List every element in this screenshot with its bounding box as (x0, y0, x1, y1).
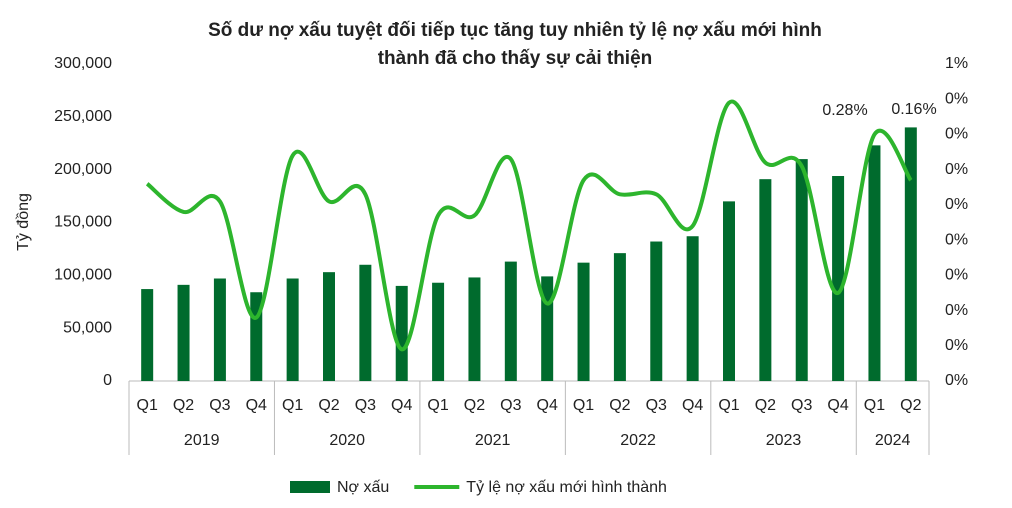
bar (650, 241, 663, 381)
bar (359, 264, 372, 381)
x-tick-label: Q2 (900, 397, 921, 414)
x-tick-label: Q4 (682, 397, 703, 414)
annotation: 0.28% (822, 102, 867, 119)
chart-title: Số dư nợ xấu tuyệt đối tiếp tục tăng tuy… (208, 20, 822, 41)
bar (759, 179, 772, 381)
x-group-label: 2019 (184, 432, 220, 449)
x-tick-label: Q4 (246, 397, 267, 414)
x-tick-label: Q3 (355, 397, 376, 414)
y-axis-title: Tỷ đồng (15, 193, 32, 251)
x-tick-label: Q2 (318, 397, 339, 414)
x-tick-label: Q1 (864, 397, 885, 414)
bar (832, 176, 845, 381)
y2-tick-label: 0% (945, 302, 968, 319)
y2-tick-label: 0% (945, 90, 968, 107)
y-tick-label: 0 (103, 372, 112, 389)
y2-tick-label: 0% (945, 126, 968, 143)
x-tick-label: Q1 (573, 397, 594, 414)
legend-label: Tỷ lệ nợ xấu mới hình thành (466, 479, 667, 496)
x-tick-label: Q1 (718, 397, 739, 414)
bar (613, 253, 626, 381)
x-tick-label: Q4 (537, 397, 558, 414)
bar (868, 145, 881, 381)
y2-tick-label: 0% (945, 231, 968, 248)
bar (577, 262, 590, 381)
bar (395, 285, 408, 381)
chart-title: thành đã cho thấy sự cải thiện (378, 48, 653, 69)
y-tick-label: 50,000 (63, 319, 112, 336)
x-tick-label: Q2 (609, 397, 630, 414)
x-tick-label: Q2 (464, 397, 485, 414)
x-tick-label: Q1 (137, 397, 158, 414)
annotation: 0.16% (891, 101, 936, 118)
y2-tick-label: 0% (945, 196, 968, 213)
legend-swatch (290, 481, 330, 493)
x-group-label: 2024 (875, 432, 911, 449)
x-tick-label: Q3 (646, 397, 667, 414)
bar (468, 277, 481, 381)
y-tick-label: 150,000 (54, 214, 112, 231)
bar (213, 278, 226, 381)
y2-tick-label: 1% (945, 55, 968, 72)
y-tick-label: 250,000 (54, 108, 112, 125)
bar (904, 127, 917, 382)
bar (177, 284, 190, 381)
x-tick-label: Q2 (755, 397, 776, 414)
y-tick-label: 300,000 (54, 55, 112, 72)
y2-tick-label: 0% (945, 161, 968, 178)
y2-tick-label: 0% (945, 372, 968, 389)
legend-label: Nợ xấu (337, 479, 389, 496)
bar (504, 261, 517, 381)
y2-tick-label: 0% (945, 337, 968, 354)
x-group-label: 2023 (766, 432, 802, 449)
y2-tick-label: 0% (945, 267, 968, 284)
x-group-label: 2022 (620, 432, 656, 449)
x-group-label: 2021 (475, 432, 511, 449)
bar (250, 292, 263, 381)
bar (686, 236, 699, 381)
x-tick-label: Q3 (500, 397, 521, 414)
x-group-label: 2020 (329, 432, 365, 449)
bar (795, 159, 808, 381)
bar (141, 289, 154, 381)
bar (723, 201, 735, 381)
line (145, 99, 913, 352)
y-tick-label: 200,000 (54, 161, 112, 178)
y-tick-label: 100,000 (54, 267, 112, 284)
bar (432, 282, 445, 381)
x-tick-label: Q3 (209, 397, 230, 414)
x-tick-label: Q3 (791, 397, 812, 414)
x-tick-label: Q2 (173, 397, 194, 414)
bar (323, 272, 335, 381)
x-tick-label: Q4 (827, 397, 848, 414)
x-tick-label: Q1 (282, 397, 303, 414)
x-tick-label: Q4 (391, 397, 412, 414)
bar (286, 278, 299, 381)
x-tick-label: Q1 (427, 397, 448, 414)
